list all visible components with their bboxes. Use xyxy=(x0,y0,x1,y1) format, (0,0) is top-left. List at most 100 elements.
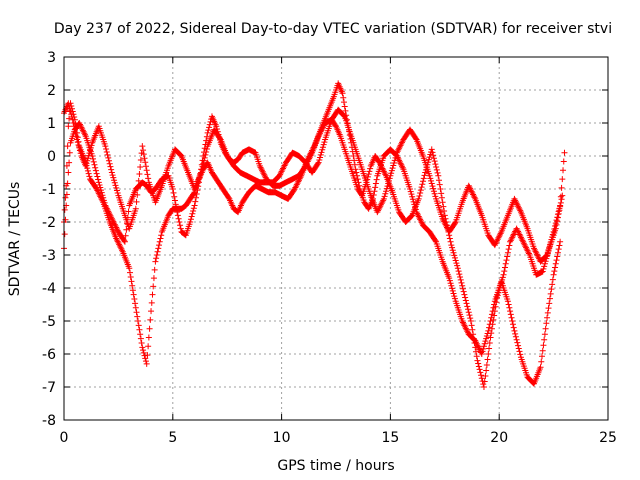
data-point xyxy=(69,116,76,123)
data-point xyxy=(200,157,207,164)
data-point xyxy=(491,301,498,308)
data-point xyxy=(451,295,458,302)
x-tick-label: 0 xyxy=(60,430,69,446)
data-point xyxy=(177,222,184,229)
data-point xyxy=(380,195,387,202)
data-point xyxy=(533,251,540,258)
data-point xyxy=(547,290,554,297)
data-point xyxy=(407,213,414,220)
data-point xyxy=(484,356,491,363)
data-point xyxy=(440,217,447,224)
data-point xyxy=(454,265,461,272)
data-point xyxy=(559,176,566,183)
data-point xyxy=(524,247,531,254)
data-point xyxy=(152,258,159,265)
data-point xyxy=(520,240,527,247)
data-point xyxy=(456,271,463,278)
data-point xyxy=(441,208,448,214)
data-point xyxy=(310,144,317,151)
data-point xyxy=(532,248,539,255)
data-point xyxy=(515,342,522,349)
data-point xyxy=(155,245,162,252)
data-point xyxy=(513,200,520,207)
data-point xyxy=(493,239,500,246)
data-point xyxy=(432,193,439,200)
data-point xyxy=(523,244,530,251)
data-point xyxy=(90,158,97,165)
data-point xyxy=(206,124,213,131)
data-point xyxy=(78,124,85,131)
data-point xyxy=(65,123,72,130)
data-point xyxy=(138,340,145,346)
data-point xyxy=(107,163,114,170)
data-point xyxy=(558,184,565,191)
data-point xyxy=(81,130,88,137)
data-point xyxy=(126,265,133,272)
data-point xyxy=(108,215,115,222)
data-point xyxy=(306,151,313,158)
data-point xyxy=(504,253,511,260)
data-point xyxy=(135,177,142,184)
data-point xyxy=(434,169,441,176)
data-point xyxy=(552,260,559,267)
data-point xyxy=(538,358,545,365)
data-point xyxy=(339,90,346,97)
data-point xyxy=(145,175,152,182)
data-point xyxy=(156,238,163,245)
data-point xyxy=(515,345,522,352)
data-point xyxy=(502,264,509,271)
data-point xyxy=(198,166,205,173)
data-point xyxy=(554,214,561,221)
data-point xyxy=(127,274,134,280)
data-point xyxy=(552,264,559,271)
data-point xyxy=(115,239,122,246)
data-point xyxy=(261,173,268,180)
data-point xyxy=(97,194,104,201)
data-point xyxy=(257,164,264,171)
data-point xyxy=(433,164,440,170)
data-point xyxy=(373,176,380,183)
data-point xyxy=(390,162,397,169)
data-point xyxy=(469,326,476,333)
data-point xyxy=(476,366,483,373)
data-point xyxy=(548,236,555,243)
data-point xyxy=(557,202,564,209)
data-point xyxy=(83,160,90,167)
data-point xyxy=(554,249,561,256)
data-point xyxy=(517,234,524,241)
data-point xyxy=(63,191,70,198)
data-point xyxy=(380,166,387,173)
data-point xyxy=(318,149,325,156)
data-point xyxy=(154,248,161,255)
data-point xyxy=(394,148,401,155)
data-point xyxy=(507,311,514,318)
data-point xyxy=(132,300,139,307)
data-point xyxy=(472,337,479,344)
data-point xyxy=(560,167,567,174)
data-point xyxy=(128,278,135,285)
data-point xyxy=(97,193,104,200)
data-point xyxy=(375,206,382,213)
data-point xyxy=(544,252,551,258)
data-point xyxy=(132,304,139,311)
data-point xyxy=(122,232,129,239)
data-point xyxy=(446,235,453,242)
data-point xyxy=(450,249,457,256)
data-point xyxy=(398,161,405,168)
data-point xyxy=(176,219,183,225)
data-point xyxy=(142,163,149,170)
data-point xyxy=(479,348,486,355)
data-point xyxy=(488,325,495,332)
data-point xyxy=(282,161,289,168)
data-point xyxy=(520,238,527,245)
data-point xyxy=(546,300,553,307)
data-point xyxy=(514,201,521,208)
data-point xyxy=(534,252,541,259)
data-point xyxy=(79,125,86,132)
data-point xyxy=(449,287,456,294)
data-point xyxy=(340,112,347,119)
data-point xyxy=(95,179,102,186)
data-point xyxy=(142,159,149,166)
x-tick-label: 25 xyxy=(599,430,617,446)
data-point xyxy=(496,231,503,238)
